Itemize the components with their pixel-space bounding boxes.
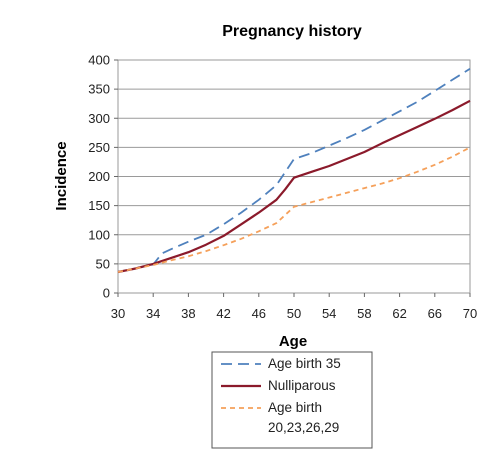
x-tick-label: 66 [428, 306, 442, 321]
y-tick-label: 200 [88, 169, 110, 184]
y-tick-label: 150 [88, 198, 110, 213]
legend-box [211, 351, 373, 449]
x-tick-label: 34 [146, 306, 160, 321]
y-axis-title: Incidence [53, 141, 70, 210]
legend-label: Nulliparous [268, 378, 336, 393]
x-tick-label: 46 [252, 306, 266, 321]
y-tick-label: 100 [88, 227, 110, 242]
chart-title: Pregnancy history [222, 23, 362, 40]
legend: Age birth 35 Nulliparous Age birth 20,23,26… [211, 351, 373, 449]
legend-label: Age birth [268, 400, 322, 415]
series-lines [117, 67, 471, 274]
y-tick-labels: 0 50 100 150 200 250 300 350 400 [88, 53, 118, 301]
legend-label: Age birth 35 [268, 356, 341, 371]
x-tick-label: 42 [216, 306, 230, 321]
y-tick-label: 250 [88, 140, 110, 155]
x-tick-label: 50 [287, 306, 301, 321]
series-line-0 [117, 67, 471, 273]
y-tick-label: 350 [88, 82, 110, 97]
x-tick-label: 54 [322, 306, 336, 321]
x-axis-title: Age [279, 333, 307, 350]
series-line-2 [117, 146, 471, 273]
y-tick-label: 0 [103, 286, 110, 301]
x-tick-label: 38 [181, 306, 195, 321]
x-tick-label: 58 [357, 306, 371, 321]
x-tick-label: 70 [463, 306, 477, 321]
y-tick-label: 300 [88, 111, 110, 126]
x-tick-label: 62 [392, 306, 406, 321]
series-line-1 [117, 99, 471, 274]
legend-label: 20,23,26,29 [268, 420, 339, 435]
grid-lines [118, 88, 470, 265]
y-tick-label: 50 [96, 256, 110, 271]
x-tick-labels: 30 34 38 42 46 50 54 58 62 66 70 [111, 293, 477, 321]
y-tick-label: 400 [88, 53, 110, 68]
x-tick-label: 30 [111, 306, 125, 321]
